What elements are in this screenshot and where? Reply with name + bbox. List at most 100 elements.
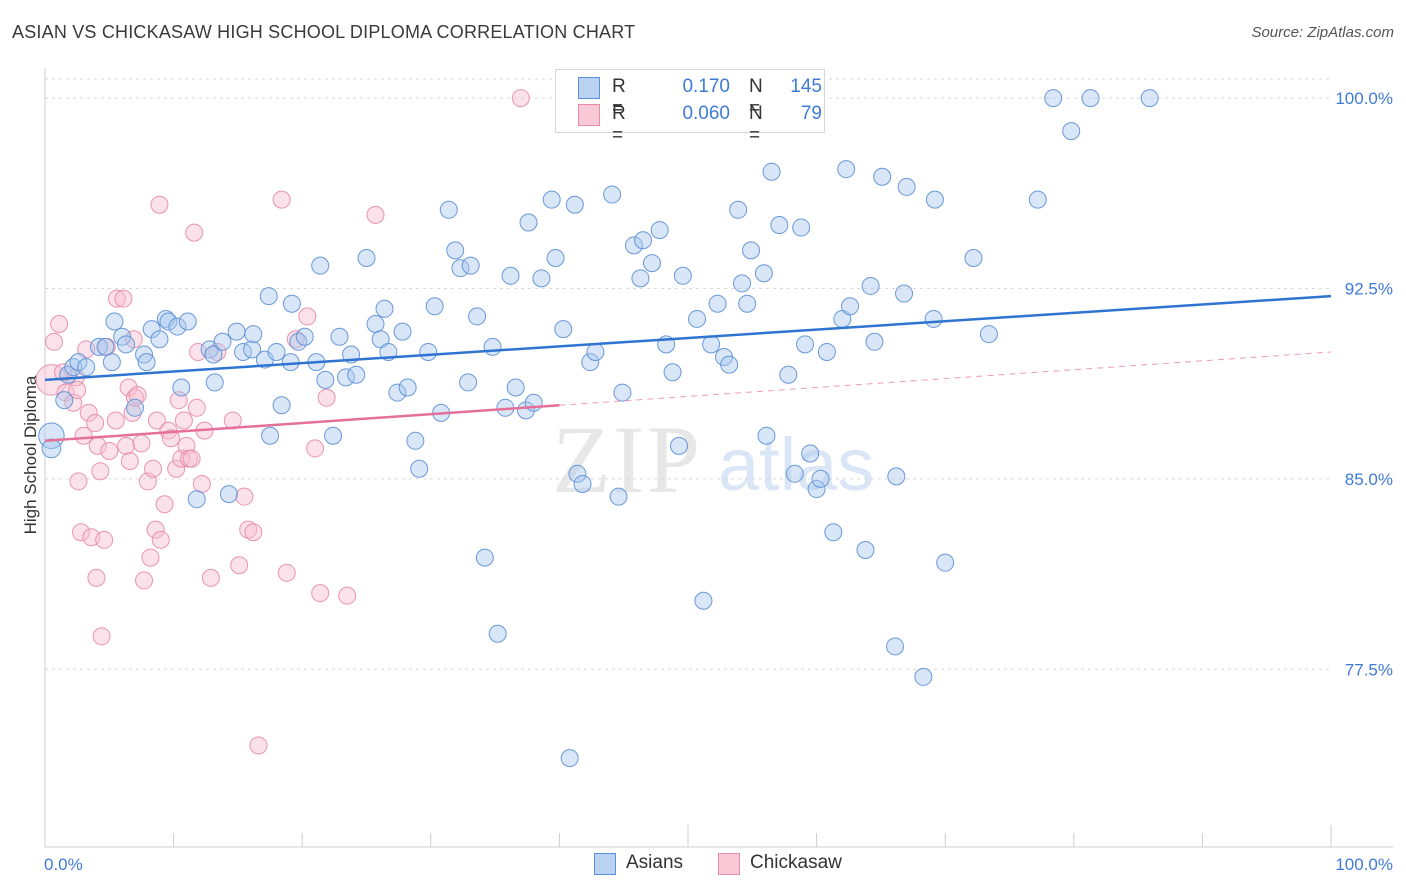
- asians-point: [542, 190, 561, 209]
- chickasaw-point: [317, 388, 336, 407]
- asians-point: [1044, 89, 1063, 108]
- chickasaw-point: [135, 571, 154, 590]
- asians-point: [936, 553, 955, 572]
- chickasaw-trend-extension: [559, 351, 1332, 406]
- asians-point: [733, 274, 752, 293]
- asians-point: [642, 254, 661, 273]
- asians-point: [568, 464, 587, 483]
- asians-point: [688, 309, 707, 328]
- asians-point: [244, 325, 263, 344]
- chickasaw-point: [72, 523, 91, 542]
- chickasaw-point: [108, 289, 127, 308]
- asians-point: [425, 297, 444, 316]
- asians-point: [506, 378, 525, 397]
- asians-point: [272, 396, 291, 415]
- asians-point: [770, 216, 789, 235]
- asians-point: [609, 487, 628, 506]
- chickasaw-point: [201, 568, 220, 587]
- asians-point: [886, 637, 905, 656]
- asians-point: [560, 749, 579, 768]
- chickasaw-legend-label: Chickasaw: [750, 852, 842, 873]
- asians-point: [316, 370, 335, 389]
- chickasaw-point: [162, 429, 181, 448]
- trend-lines: [44, 294, 1332, 443]
- asians-point: [565, 195, 584, 214]
- chickasaw-point: [338, 586, 357, 605]
- chickasaw-point: [306, 439, 325, 458]
- asians-point: [856, 540, 875, 559]
- asians-point: [742, 241, 761, 260]
- asians-point: [259, 287, 278, 306]
- chickasaw-point: [155, 495, 174, 514]
- asians-point: [261, 426, 280, 445]
- asians-point: [738, 294, 757, 313]
- chickasaw-point: [146, 520, 165, 539]
- asians-point: [807, 480, 826, 499]
- chickasaw-point: [123, 403, 142, 422]
- asians-point: [865, 332, 884, 351]
- chickasaw-point: [87, 568, 106, 587]
- asians-point: [669, 436, 688, 455]
- asians-point: [964, 249, 983, 268]
- asians-point: [461, 256, 480, 275]
- asians-point: [126, 398, 145, 417]
- asians-point: [187, 490, 206, 509]
- chickasaw-point: [79, 403, 98, 422]
- asians-point: [979, 325, 998, 344]
- asians-point: [159, 312, 178, 331]
- asians-point: [410, 459, 429, 478]
- chickasaw-point: [100, 441, 119, 460]
- asians-point: [895, 284, 914, 303]
- asians-point: [673, 266, 692, 285]
- chickasaw-point: [311, 584, 330, 603]
- asians-point: [475, 548, 494, 567]
- asians-point: [77, 358, 96, 377]
- y-tick-label: 85.0%: [1345, 470, 1393, 489]
- chickasaw-point: [189, 342, 208, 361]
- chickasaw-point: [187, 398, 206, 417]
- chickasaw-point: [69, 472, 88, 491]
- chickasaw-point: [144, 459, 163, 478]
- axes: [44, 68, 1393, 848]
- asians-legend-label: Asians: [626, 852, 684, 873]
- asians-point: [488, 624, 507, 643]
- asians-point: [366, 315, 385, 334]
- asians-point: [624, 236, 643, 255]
- asians-point: [811, 469, 830, 488]
- chickasaw-point: [511, 89, 530, 108]
- chickasaw-point: [239, 520, 258, 539]
- asians-swatch: [578, 77, 600, 99]
- asians-point: [663, 363, 682, 382]
- asians-point: [694, 591, 713, 610]
- asians-point: [172, 378, 191, 397]
- asians-point: [586, 342, 605, 361]
- y-tick-label: 77.5%: [1345, 660, 1393, 679]
- chart-source: Source: ZipAtlas.com: [1251, 24, 1394, 41]
- asians-point: [137, 353, 156, 372]
- asians-point: [406, 431, 425, 450]
- chickasaw-point: [50, 315, 69, 334]
- asians-point: [633, 231, 652, 250]
- asians-point: [546, 249, 565, 268]
- asians-point: [1028, 190, 1047, 209]
- asians-points: [38, 89, 1159, 768]
- asians-point: [281, 353, 300, 372]
- asians-point: [757, 426, 776, 445]
- chickasaw-point: [141, 548, 160, 567]
- asians-point: [357, 249, 376, 268]
- asians-point: [1062, 122, 1081, 141]
- asians-point: [613, 383, 632, 402]
- grid-lines: [45, 78, 1331, 670]
- n-label: N =: [749, 76, 763, 119]
- chickasaw-point: [86, 414, 105, 433]
- asians-point: [554, 320, 573, 339]
- chickasaw-trend-line: [44, 404, 560, 443]
- asians-point: [204, 345, 223, 364]
- tick-labels: 77.5% 85.0% 92.5% 100.0% 0.0% 100.0%: [44, 89, 1393, 874]
- asians-point: [388, 383, 407, 402]
- chickasaw-point: [56, 383, 75, 402]
- chickasaw-point: [192, 474, 211, 493]
- asians-point: [887, 467, 906, 486]
- n-value: 145: [790, 76, 822, 97]
- y-tick-label: 92.5%: [1345, 279, 1393, 298]
